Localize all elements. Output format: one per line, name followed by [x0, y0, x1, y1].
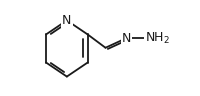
- Text: N: N: [122, 32, 131, 45]
- Text: N: N: [62, 14, 72, 27]
- Text: NH$_2$: NH$_2$: [145, 31, 170, 46]
